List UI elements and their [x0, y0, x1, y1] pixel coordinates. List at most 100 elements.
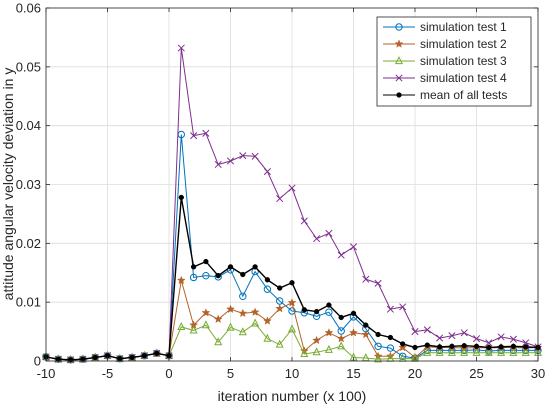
- data-point: [447, 347, 456, 356]
- y-axis-label: attitude angular velocity deviation in y: [0, 68, 16, 301]
- legend-marker: [395, 74, 403, 82]
- data-point: [472, 347, 481, 356]
- data-point: [300, 217, 308, 225]
- data-point: [312, 347, 321, 356]
- data-point: [509, 335, 517, 343]
- data-point: [399, 352, 407, 360]
- data-point: [226, 322, 235, 331]
- data-point: [67, 357, 74, 363]
- data-point: [326, 302, 332, 308]
- data-point: [460, 347, 469, 356]
- x-marker-stroke: [177, 44, 185, 52]
- data-point: [276, 195, 284, 203]
- x-tick-label: 20: [408, 366, 422, 381]
- y-tick-label: 0.01: [16, 295, 41, 310]
- x-tick-label: 5: [227, 366, 234, 381]
- data-point: [263, 285, 272, 293]
- data-point: [190, 132, 198, 140]
- data-point: [337, 251, 345, 259]
- data-point: [215, 273, 221, 279]
- data-point: [509, 347, 518, 356]
- data-point: [202, 129, 210, 137]
- data-point: [523, 344, 529, 350]
- legend-label: simulation test 1: [420, 20, 507, 34]
- data-point: [177, 44, 185, 52]
- data-point: [288, 184, 296, 192]
- data-point: [400, 341, 406, 347]
- data-point: [497, 333, 505, 341]
- data-point: [349, 243, 358, 251]
- x-marker-stroke: [325, 229, 333, 237]
- data-point: [201, 320, 210, 329]
- data-point: [374, 279, 382, 287]
- data-point: [251, 318, 260, 327]
- data-point: [324, 344, 333, 353]
- x-marker-stroke: [423, 326, 431, 334]
- x-marker-stroke: [374, 279, 382, 287]
- legend-item: simulation test 2: [383, 37, 507, 51]
- x-marker-stroke: [497, 333, 505, 341]
- data-point: [324, 328, 334, 337]
- legend-label: simulation test 2: [420, 37, 507, 51]
- data-point: [226, 157, 235, 165]
- data-point: [287, 298, 297, 307]
- data-point: [498, 344, 504, 350]
- x-marker-stroke: [362, 275, 370, 283]
- legend-label: mean of all tests: [420, 88, 507, 102]
- data-point: [154, 350, 160, 357]
- data-point: [325, 229, 333, 237]
- x-tick-label: -10: [37, 366, 56, 381]
- data-point: [189, 273, 198, 282]
- data-point: [399, 303, 407, 311]
- data-point: [522, 339, 530, 347]
- data-point: [263, 333, 272, 342]
- x-tick-label: 30: [531, 366, 545, 381]
- data-point: [213, 314, 223, 324]
- data-point: [461, 343, 467, 349]
- x-marker-stroke: [460, 329, 468, 337]
- data-point: [176, 275, 186, 285]
- data-point: [238, 308, 248, 318]
- data-point: [449, 343, 455, 349]
- data-point: [312, 335, 322, 345]
- legend-label: simulation test 3: [420, 54, 507, 68]
- data-point: [423, 326, 431, 334]
- data-point: [117, 355, 123, 362]
- data-point: [424, 342, 430, 348]
- data-point: [287, 324, 297, 333]
- data-point: [238, 327, 247, 336]
- x-marker-stroke: [251, 152, 259, 160]
- x-marker-stroke: [263, 168, 271, 176]
- ticks: -10 -5 0 5 10 15 20 25 30 0 0.01 0.02 0.03 0.04 0.05 0.…: [16, 1, 546, 382]
- legend-marker: [396, 92, 402, 98]
- data-point: [313, 308, 320, 315]
- legend-item: simulation test 3: [383, 54, 507, 68]
- data-point: [239, 292, 247, 300]
- x-marker-stroke: [436, 334, 444, 342]
- x-marker-stroke: [399, 303, 407, 311]
- legend-label: simulation test 4: [420, 71, 507, 85]
- data-point: [484, 347, 493, 356]
- data-point: [398, 342, 408, 352]
- data-point: [264, 277, 271, 283]
- data-point: [336, 333, 346, 343]
- data-point: [252, 264, 258, 270]
- data-point: [362, 275, 370, 283]
- data-point: [374, 354, 383, 363]
- x-marker-stroke: [337, 251, 345, 259]
- y-tick-label: 0.06: [16, 1, 41, 16]
- x-marker-stroke: [485, 339, 493, 347]
- data-point: [435, 347, 444, 356]
- x-marker-stroke: [472, 335, 481, 343]
- legend-marker: [394, 39, 404, 48]
- x-axis-label: iteration number (x 100): [218, 388, 367, 404]
- data-point: [325, 308, 333, 316]
- data-point: [201, 308, 211, 317]
- legend-item: simulation test 1: [383, 20, 507, 34]
- data-point: [214, 160, 222, 169]
- x-marker-stroke: [276, 195, 284, 203]
- data-point: [141, 353, 148, 359]
- data-point: [250, 307, 260, 316]
